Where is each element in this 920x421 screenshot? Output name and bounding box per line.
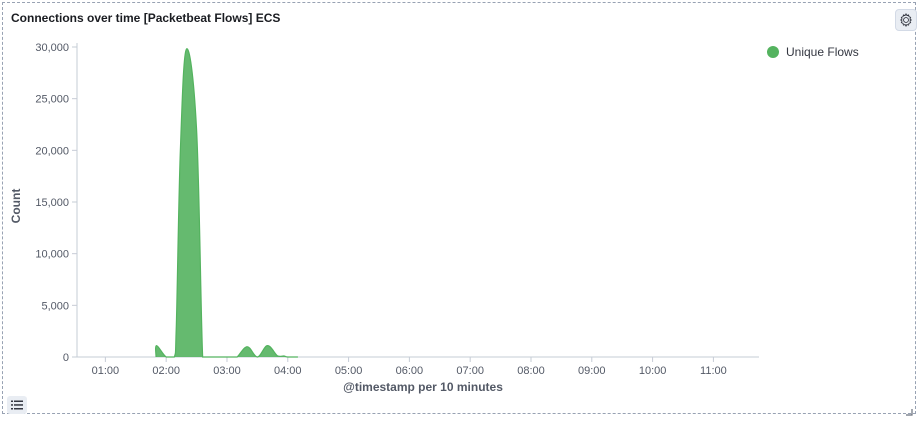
x-tick-label: 06:00: [396, 365, 424, 377]
x-tick-label: 08:00: [517, 365, 545, 377]
y-tick-label: 10,000: [35, 249, 69, 261]
x-tick-label: 05:00: [335, 365, 363, 377]
legend-item-unique-flows[interactable]: Unique Flows: [767, 45, 859, 59]
y-tick-label: 5,000: [41, 300, 69, 312]
y-tick-label: 0: [63, 352, 69, 364]
y-tick-label: 20,000: [35, 145, 69, 157]
x-tick-label: 10:00: [639, 365, 667, 377]
x-tick-label: 11:00: [700, 365, 727, 377]
legend-label: Unique Flows: [786, 45, 859, 59]
series-area-unique-flows: [155, 48, 298, 357]
x-tick-label: 03:00: [213, 365, 241, 377]
x-tick-label: 09:00: [578, 365, 606, 377]
gear-icon[interactable]: [895, 9, 917, 31]
y-tick-label: 30,000: [35, 42, 69, 54]
list-icon[interactable]: [7, 396, 27, 414]
resize-handle-icon[interactable]: [905, 403, 913, 416]
y-axis-title: Count: [9, 189, 23, 224]
visualization-panel: Connections over time [Packetbeat Flows]…: [2, 2, 917, 416]
y-tick-label: 15,000: [35, 197, 69, 209]
x-tick-label: 07:00: [456, 365, 484, 377]
x-tick-label: 04:00: [274, 365, 302, 377]
y-tick-label: 25,000: [35, 94, 69, 106]
series-line-unique-flows: [155, 48, 298, 358]
legend-color-dot: [767, 46, 779, 58]
chart-area: 0 5,000 10,000 15,000 20,000 25,000 30,000 01:0…: [9, 42, 759, 394]
x-tick-label: 01:00: [92, 365, 120, 377]
x-tick-label: 02:00: [152, 365, 180, 377]
panel-title: Connections over time [Packetbeat Flows]…: [11, 11, 281, 25]
x-axis-title: @timestamp per 10 minutes: [343, 380, 503, 394]
